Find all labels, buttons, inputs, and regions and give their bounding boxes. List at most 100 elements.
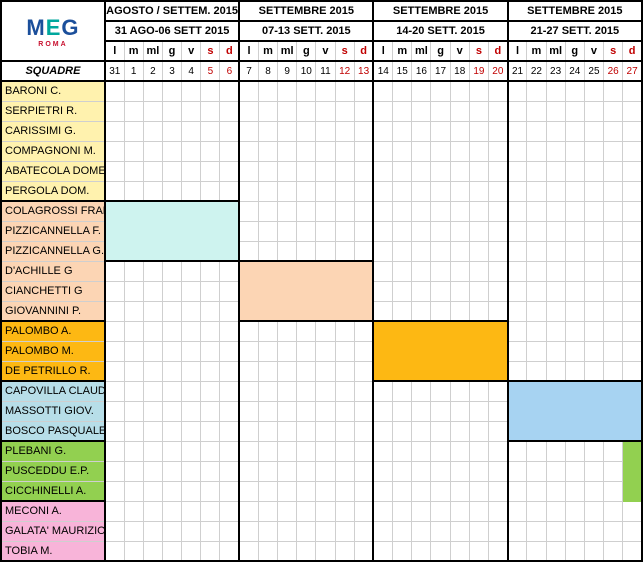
- day-cell: [565, 501, 584, 521]
- day-cell: [239, 141, 258, 161]
- day-cell: [508, 101, 527, 121]
- day-cell: [431, 341, 450, 361]
- day-cell: [565, 161, 584, 181]
- day-cell: [584, 141, 603, 161]
- day-cell: [278, 221, 297, 241]
- day-cell: [316, 161, 335, 181]
- day-cell: [124, 341, 143, 361]
- dow-label: ml: [546, 41, 565, 61]
- day-cell: [105, 81, 124, 101]
- month-header: AGOSTO / SETTEM. 2015: [105, 1, 239, 21]
- day-cell: [373, 341, 392, 361]
- day-cell: [431, 141, 450, 161]
- day-cell: [623, 241, 642, 261]
- day-cell: [105, 241, 124, 261]
- day-cell: [239, 401, 258, 421]
- day-cell: [565, 381, 584, 401]
- day-cell: [143, 261, 162, 281]
- day-cell: [508, 421, 527, 441]
- day-cell: [162, 141, 181, 161]
- day-cell: [354, 341, 373, 361]
- day-cell: [278, 521, 297, 541]
- day-cell: [124, 121, 143, 141]
- day-cell: [182, 481, 201, 501]
- day-cell: [604, 541, 623, 561]
- day-cell: [258, 461, 277, 481]
- day-cell: [450, 101, 469, 121]
- day-cell: [623, 281, 642, 301]
- day-cell: [297, 81, 316, 101]
- day-cell: [201, 121, 220, 141]
- day-cell: [239, 201, 258, 221]
- day-cell: [201, 261, 220, 281]
- day-cell: [297, 501, 316, 521]
- day-cell: [182, 101, 201, 121]
- day-cell: [201, 341, 220, 361]
- day-cell: [162, 241, 181, 261]
- day-cell: [143, 161, 162, 181]
- day-cell: [508, 341, 527, 361]
- day-number: 5: [201, 61, 220, 81]
- day-cell: [373, 281, 392, 301]
- month-header: SETTEMBRE 2015: [239, 1, 373, 21]
- day-cell: [335, 381, 354, 401]
- day-cell: [258, 361, 277, 381]
- day-cell: [201, 401, 220, 421]
- day-cell: [258, 381, 277, 401]
- day-cell: [488, 541, 507, 561]
- day-cell: [450, 341, 469, 361]
- day-cell: [604, 241, 623, 261]
- day-cell: [565, 121, 584, 141]
- day-cell: [431, 401, 450, 421]
- day-cell: [182, 501, 201, 521]
- day-cell: [124, 461, 143, 481]
- day-cell: [316, 201, 335, 221]
- day-cell: [239, 121, 258, 141]
- day-cell: [278, 301, 297, 321]
- day-cell: [393, 401, 412, 421]
- day-cell: [182, 521, 201, 541]
- day-cell: [220, 501, 239, 521]
- day-cell: [162, 521, 181, 541]
- day-cell: [182, 361, 201, 381]
- day-cell: [488, 261, 507, 281]
- day-cell: [239, 161, 258, 181]
- day-cell: [335, 321, 354, 341]
- day-cell: [508, 461, 527, 481]
- day-cell: [316, 541, 335, 561]
- day-cell: [239, 461, 258, 481]
- day-cell: [373, 101, 392, 121]
- day-cell: [201, 501, 220, 521]
- day-cell: [527, 381, 546, 401]
- day-cell: [565, 181, 584, 201]
- day-cell: [373, 501, 392, 521]
- day-cell: [565, 241, 584, 261]
- day-cell: [565, 441, 584, 461]
- day-cell: [431, 121, 450, 141]
- dow-label: d: [623, 41, 642, 61]
- day-cell: [546, 181, 565, 201]
- day-cell: [201, 461, 220, 481]
- month-header: SETTEMBRE 2015: [508, 1, 642, 21]
- day-cell: [604, 121, 623, 141]
- day-cell: [162, 441, 181, 461]
- day-cell: [527, 241, 546, 261]
- day-cell: [412, 221, 431, 241]
- day-cell: [393, 541, 412, 561]
- day-cell: [162, 181, 181, 201]
- day-cell: [162, 81, 181, 101]
- day-cell: [105, 201, 124, 221]
- day-cell: [201, 521, 220, 541]
- day-cell: [488, 421, 507, 441]
- day-cell: [124, 261, 143, 281]
- day-cell: [565, 221, 584, 241]
- day-cell: [162, 421, 181, 441]
- day-cell: [239, 421, 258, 441]
- day-cell: [124, 281, 143, 301]
- day-cell: [239, 101, 258, 121]
- day-cell: [565, 481, 584, 501]
- day-cell: [527, 141, 546, 161]
- day-cell: [182, 321, 201, 341]
- day-cell: [201, 101, 220, 121]
- day-cell: [335, 281, 354, 301]
